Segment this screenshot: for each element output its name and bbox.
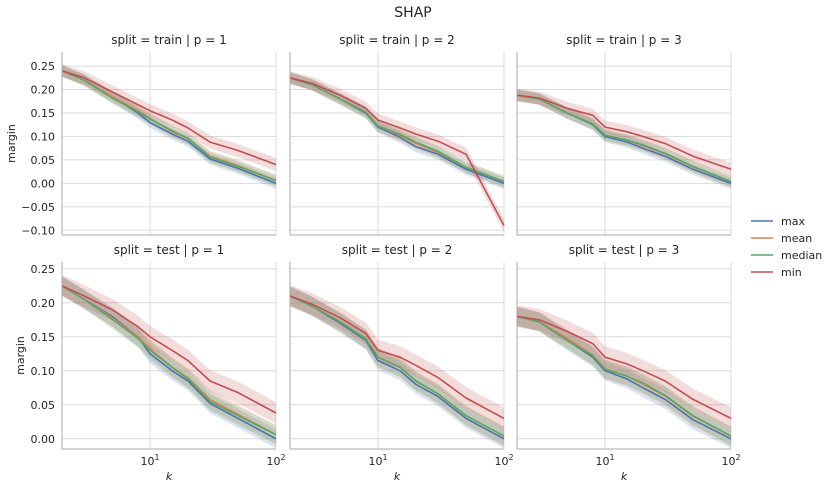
min-band bbox=[290, 285, 504, 430]
panel-2: split = train | p = 2 bbox=[289, 33, 505, 236]
panel-3: split = train | p = 3 bbox=[516, 33, 732, 236]
median-line bbox=[516, 94, 732, 183]
y-tick-label: 0.20 bbox=[31, 84, 56, 97]
median-line bbox=[61, 70, 277, 182]
figure-title: SHAP bbox=[394, 5, 431, 21]
max-band bbox=[290, 286, 504, 449]
min-line bbox=[289, 77, 505, 226]
y-axis-label: margin bbox=[14, 336, 27, 375]
y-tick-label: 0.15 bbox=[31, 107, 56, 120]
legend-label-min: min bbox=[781, 266, 802, 279]
y-tick-label: 0.10 bbox=[31, 130, 56, 143]
min-line bbox=[516, 94, 732, 171]
y-tick-label: 0.05 bbox=[31, 399, 56, 412]
panel-title: split = train | p = 1 bbox=[111, 33, 226, 47]
x-axis-label: k bbox=[394, 470, 401, 483]
y-tick-label: 0.05 bbox=[31, 154, 56, 167]
panel-title: split = train | p = 3 bbox=[566, 33, 681, 47]
x-tick-label: 102 bbox=[494, 453, 513, 468]
panel-title: split = test | p = 3 bbox=[569, 243, 680, 257]
median-band bbox=[62, 65, 276, 187]
mean-band bbox=[62, 65, 276, 187]
min-line bbox=[516, 315, 732, 420]
min-line bbox=[61, 285, 277, 414]
min-line bbox=[289, 295, 505, 420]
median-line bbox=[516, 315, 732, 437]
median-line bbox=[61, 285, 277, 436]
y-tick-label: 0.25 bbox=[31, 60, 56, 73]
min-band bbox=[62, 64, 276, 172]
median-line bbox=[289, 77, 505, 183]
y-tick-label: −0.05 bbox=[21, 201, 55, 214]
panel-title: split = test | p = 2 bbox=[342, 243, 453, 257]
x-tick-label: 101 bbox=[595, 453, 614, 468]
y-tick-label: 0.20 bbox=[31, 297, 56, 310]
x-axis-label: k bbox=[166, 470, 173, 483]
min-band bbox=[517, 305, 731, 430]
panel-title: split = train | p = 2 bbox=[339, 33, 454, 47]
legend-label-max: max bbox=[781, 215, 805, 228]
y-tick-label: 0.00 bbox=[31, 433, 56, 446]
legend-label-median: median bbox=[781, 249, 822, 262]
panel-1: split = train | p = 1 −0.10 −0.05 0.00 0.05 0… bbox=[5, 33, 277, 237]
y-tick-label: 0.15 bbox=[31, 331, 56, 344]
median-line bbox=[289, 295, 505, 437]
x-tick-label: 102 bbox=[721, 453, 740, 468]
panel-title: split = test | p = 1 bbox=[114, 243, 225, 257]
y-tick-label: −0.10 bbox=[21, 224, 55, 237]
panel-5: split = test | p = 2 101 102 k bbox=[289, 243, 514, 483]
legend-label-mean: mean bbox=[781, 232, 812, 245]
min-line bbox=[61, 70, 277, 166]
y-tick-label: 0.25 bbox=[31, 263, 56, 276]
y-tick-label: 0.00 bbox=[31, 177, 56, 190]
min-band bbox=[517, 88, 731, 176]
max-band bbox=[62, 65, 276, 189]
x-tick-label: 102 bbox=[266, 453, 285, 468]
y-axis-label: margin bbox=[5, 124, 18, 163]
x-tick-label: 101 bbox=[368, 453, 387, 468]
panel-6: split = test | p = 3 101 102 k bbox=[516, 243, 741, 483]
x-tick-label: 101 bbox=[140, 453, 159, 468]
panel-4: split = test | p = 1 0.00 0.05 0.10 0.15 0.20… bbox=[14, 243, 286, 483]
x-axis-label: k bbox=[621, 470, 628, 483]
y-tick-label: 0.10 bbox=[31, 365, 56, 378]
legend: max mean median min bbox=[751, 215, 822, 279]
